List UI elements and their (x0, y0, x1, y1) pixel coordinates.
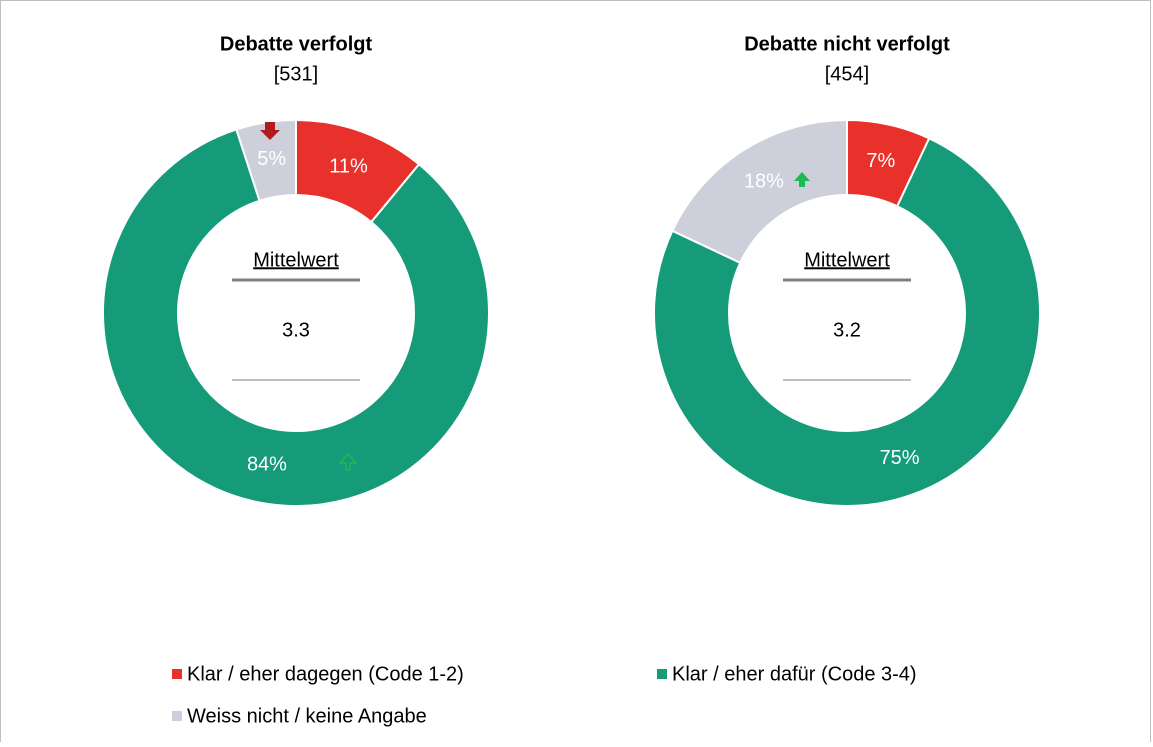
donut-segment (102, 128, 490, 507)
down-arrow (260, 122, 280, 140)
data-label: 18% (744, 170, 784, 192)
up-arrow (794, 172, 810, 187)
center-label: Mittelwert (804, 249, 890, 271)
legend-label: Klar / eher dagegen (Code 1-2) (187, 663, 464, 685)
chart-subtitle: [531] (274, 63, 318, 85)
up-arrow (338, 452, 358, 471)
data-label: 7% (866, 150, 895, 172)
chart-subtitle: [454] (825, 63, 869, 85)
legend-swatch (172, 669, 182, 679)
data-label: 11% (329, 155, 368, 177)
donut-segment (235, 118, 297, 203)
legend-swatch (657, 669, 667, 679)
mean-value: 3.2 (833, 319, 861, 341)
center-label: Mittelwert (253, 249, 339, 271)
mean-value: 3.3 (282, 319, 310, 341)
legend-label: Weiss nicht / keine Angabe (187, 705, 427, 727)
data-label: 75% (879, 447, 919, 469)
donut-segment (671, 118, 848, 265)
legend-swatch (172, 711, 182, 721)
donut-segment (653, 137, 1041, 507)
chart-title: Debatte verfolgt (220, 33, 373, 55)
data-label: 5% (257, 148, 286, 170)
data-label: 84% (247, 454, 287, 476)
legend-label: Klar / eher dafür (Code 3-4) (672, 663, 917, 685)
chart-title: Debatte nicht verfolgt (744, 33, 950, 55)
